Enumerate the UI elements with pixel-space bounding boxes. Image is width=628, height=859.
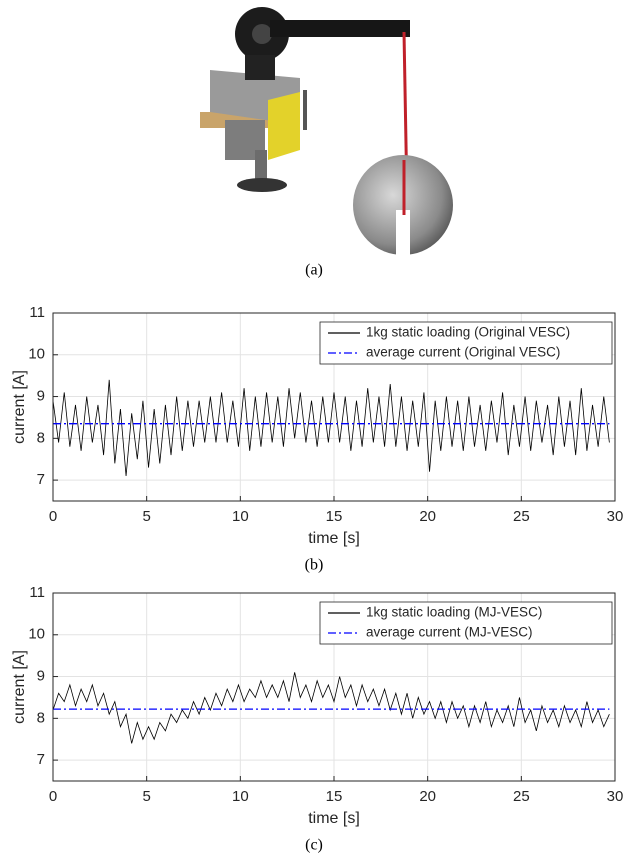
axes-box	[52, 312, 616, 502]
x-tick-label: 10	[232, 508, 249, 525]
x-tick-label: 20	[419, 788, 436, 805]
y-tick-label: 10	[28, 626, 45, 643]
caption: (b)	[305, 557, 324, 574]
x-tick-label: 10	[232, 788, 249, 805]
y-tick-label: 11	[29, 584, 45, 601]
caption: (a)	[305, 262, 323, 279]
x-tick-label: 20	[419, 508, 436, 525]
legend-label: average current (MJ-VESC)	[366, 625, 533, 640]
x-tick-label: 15	[326, 508, 343, 525]
x-tick-label: 30	[607, 508, 624, 525]
x-tick-label: 30	[607, 788, 624, 805]
legend-box	[319, 321, 613, 365]
y-tick-label: 7	[37, 751, 45, 768]
x-tick-label: 5	[142, 508, 150, 525]
legend-label: 1kg static loading (MJ-VESC)	[366, 605, 542, 620]
axes-box	[52, 592, 616, 782]
caption: (c)	[305, 837, 323, 854]
x-tick-label: 15	[326, 788, 343, 805]
x-tick-label: 0	[49, 508, 57, 525]
x-tick-label: 0	[49, 788, 57, 805]
legend-label: average current (Original VESC)	[366, 345, 560, 360]
photo	[200, 7, 453, 258]
x-axis-label: time [s]	[308, 530, 360, 547]
y-tick-label: 8	[37, 709, 45, 726]
x-tick-label: 5	[142, 788, 150, 805]
y-axis-label: current [A]	[11, 370, 28, 444]
y-tick-label: 10	[28, 346, 45, 363]
y-tick-label: 11	[29, 304, 45, 321]
x-tick-label: 25	[513, 508, 530, 525]
legend-label: 1kg static loading (Original VESC)	[366, 325, 570, 340]
y-tick-label: 9	[37, 388, 45, 405]
data-line	[52, 379, 610, 476]
y-tick-label: 7	[37, 471, 45, 488]
y-axis-label: current [A]	[11, 650, 28, 724]
y-tick-label: 9	[37, 668, 45, 685]
legend-box	[319, 601, 613, 645]
y-tick-label: 8	[37, 429, 45, 446]
data-line	[52, 672, 610, 744]
x-tick-label: 25	[513, 788, 530, 805]
x-axis-label: time [s]	[308, 810, 360, 827]
